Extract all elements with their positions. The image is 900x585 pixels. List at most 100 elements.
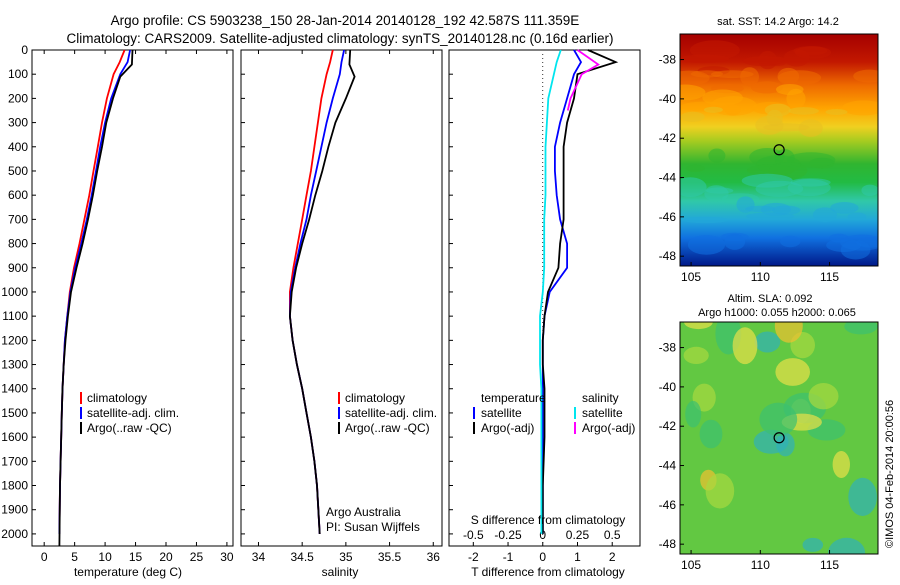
temperature-panel-frame bbox=[31, 49, 234, 547]
sla-map-axes: 105 110 115 -38 -40 -42 -44 -46 -48 bbox=[659, 341, 840, 572]
map-x-tick-label: 115 bbox=[820, 270, 839, 284]
sst-patch bbox=[780, 235, 801, 248]
sst-patch bbox=[755, 180, 804, 197]
y-tick-label: 100 bbox=[8, 67, 28, 81]
sst-patch bbox=[687, 235, 726, 255]
sst-patch bbox=[680, 111, 705, 122]
legend-label-argo: Argo(..raw -QC) bbox=[87, 421, 172, 435]
sla-eddy bbox=[732, 327, 758, 365]
x-tick-label: 34 bbox=[252, 550, 266, 564]
legend-label-climatology: climatology bbox=[345, 391, 405, 405]
x-tick-label: 25 bbox=[190, 550, 204, 564]
map-y-tick-label: -44 bbox=[659, 171, 677, 185]
map-y-tick-label: -48 bbox=[659, 537, 677, 551]
sla-eddy bbox=[848, 477, 877, 516]
y-tick-label: 1600 bbox=[1, 430, 28, 444]
map-y-tick-label: -48 bbox=[659, 249, 677, 263]
sla-eddy bbox=[705, 473, 735, 509]
x-tick-label: 30 bbox=[220, 550, 234, 564]
sst-patch bbox=[702, 89, 743, 106]
sst-patch bbox=[825, 109, 848, 115]
sla-eddy bbox=[684, 322, 713, 330]
difference-plot: -2 -1 0 1 2-0.5 -0.25 0 0.25 0.5 bbox=[463, 49, 621, 564]
x-tick-label: 20 bbox=[159, 550, 173, 564]
y-tick-label: 1300 bbox=[1, 358, 28, 372]
float-position-marker bbox=[773, 144, 785, 156]
x-tick-label: 35.5 bbox=[378, 550, 402, 564]
series-line bbox=[288, 49, 356, 534]
sst-patch bbox=[794, 46, 832, 59]
map-y-tick-label: -42 bbox=[659, 131, 677, 145]
y-tick-label: 1000 bbox=[1, 285, 28, 299]
imos-timestamp: ©IMOS 04-Feb-2014 20:00:56 bbox=[884, 400, 896, 548]
sst-patch bbox=[710, 70, 754, 79]
sst-patch bbox=[798, 119, 823, 137]
x-tick-label: 35 bbox=[339, 550, 353, 564]
sla-eddy bbox=[685, 400, 702, 428]
difference-axis-label: T difference from climatology bbox=[471, 565, 625, 579]
sst-patch bbox=[847, 212, 867, 221]
salinity-axis-label: salinity bbox=[322, 565, 359, 579]
sla-map-frame bbox=[679, 321, 879, 555]
map-x-tick-label: 105 bbox=[681, 558, 701, 572]
legend-label-satellite: satellite-adj. clim. bbox=[345, 406, 437, 420]
y-tick-label: 1500 bbox=[1, 406, 28, 420]
y-tick-label: 1200 bbox=[1, 333, 28, 347]
depth-axis: 0 100 200 300 400 500 600 700 800 900 1000 1100 1200… bbox=[1, 43, 453, 541]
sst-patch bbox=[680, 70, 710, 86]
legend-heading-temperature: temperature bbox=[481, 391, 546, 405]
sla-eddy bbox=[775, 358, 810, 386]
map-x-tick-label: 110 bbox=[751, 558, 770, 572]
x-tick-label: 5 bbox=[71, 550, 78, 564]
x-tick-label: 0 bbox=[41, 550, 48, 564]
temperature-legend: climatology satellite-adj. clim. Argo(..… bbox=[80, 391, 179, 435]
legend-label-argo: Argo(..raw -QC) bbox=[345, 421, 430, 435]
map-y-tick-label: -40 bbox=[659, 92, 677, 106]
series-line bbox=[566, 49, 600, 111]
series-line bbox=[539, 49, 562, 534]
y-tick-label: 1400 bbox=[1, 382, 28, 396]
sst-patch bbox=[755, 115, 784, 135]
sst-patch bbox=[772, 205, 801, 215]
sla-eddy bbox=[754, 331, 781, 353]
legend-label-temp-argo: Argo(-adj) bbox=[481, 421, 534, 435]
difference-legend: temperature satellite Argo(-adj) salinit… bbox=[473, 391, 635, 435]
difference-panel-frame bbox=[448, 49, 641, 547]
y-tick-label: 500 bbox=[8, 164, 28, 178]
map-y-tick-label: -46 bbox=[659, 210, 677, 224]
legend-label-climatology: climatology bbox=[87, 391, 147, 405]
top-tick-label: 0.25 bbox=[566, 528, 590, 542]
series-line bbox=[541, 49, 619, 534]
float-position-marker bbox=[773, 432, 785, 444]
x-tick-label: -2 bbox=[468, 550, 479, 564]
top-tick-label: -0.25 bbox=[494, 528, 522, 542]
sst-patch bbox=[750, 81, 784, 94]
sst-patch bbox=[742, 56, 784, 67]
y-tick-label: 800 bbox=[8, 237, 28, 251]
series-line bbox=[58, 49, 134, 547]
sst-map-axes: 105 110 115 -38 -40 -42 -44 -46 -48 bbox=[659, 53, 840, 284]
y-tick-label: 2000 bbox=[1, 527, 28, 541]
sla-eddy bbox=[808, 383, 839, 410]
x-tick-label: 36 bbox=[427, 550, 441, 564]
map-x-tick-label: 110 bbox=[751, 270, 770, 284]
x-tick-label: 0 bbox=[539, 550, 546, 564]
sla-eddy bbox=[832, 451, 850, 478]
y-tick-label: 1800 bbox=[1, 479, 28, 493]
sla-eddy bbox=[759, 402, 798, 436]
map-y-tick-label: -42 bbox=[659, 419, 677, 433]
sst-patch bbox=[703, 106, 723, 113]
sst-patch bbox=[724, 104, 741, 116]
map-y-tick-label: -38 bbox=[659, 53, 677, 67]
sst-patch bbox=[830, 202, 859, 214]
sst-patch bbox=[777, 70, 822, 86]
sst-map-title: sat. SST: 14.2 Argo: 14.2 bbox=[717, 16, 839, 28]
sst-patch bbox=[856, 237, 878, 248]
x-tick-label: 2 bbox=[609, 550, 616, 564]
y-tick-label: 1900 bbox=[1, 503, 28, 517]
legend-heading-salinity: salinity bbox=[582, 391, 619, 405]
sla-map-title: Altim. SLA: 0.092 bbox=[728, 293, 813, 305]
sst-patch bbox=[790, 178, 831, 187]
